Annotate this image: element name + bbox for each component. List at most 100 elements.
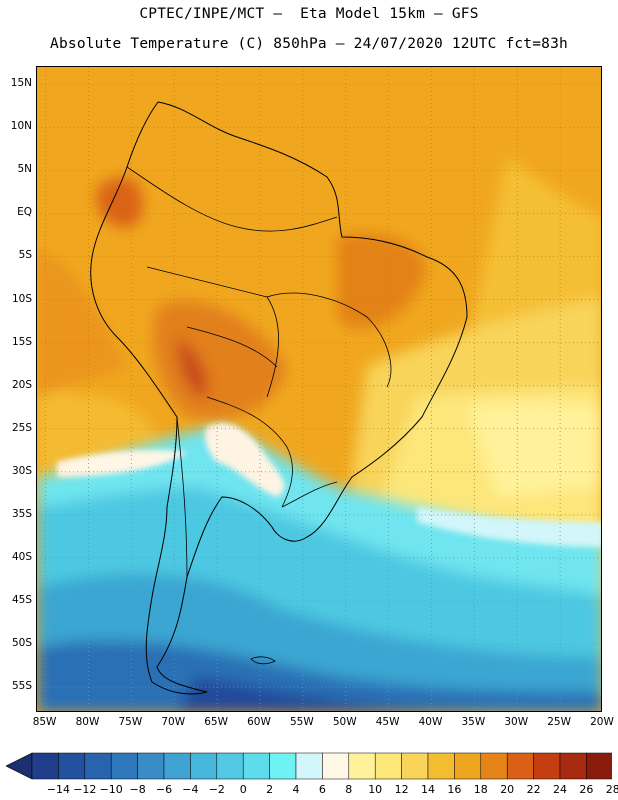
legend-swatch-12: [348, 752, 376, 780]
falkland-outline: [250, 656, 276, 665]
legend-swatch-8: [242, 752, 270, 780]
legend-swatch-3: [110, 752, 138, 780]
legend-label-1: −12: [73, 783, 97, 796]
lon-label-30W: 30W: [504, 716, 529, 728]
lon-label-75W: 75W: [118, 716, 143, 728]
temperature-field: [37, 67, 601, 711]
legend-label-17: 20: [500, 783, 515, 796]
lon-label-85W: 85W: [32, 716, 57, 728]
legend-swatch-13: [374, 752, 402, 780]
lon-label-55W: 55W: [289, 716, 314, 728]
legend-label-16: 18: [473, 783, 488, 796]
legend-swatch-7: [216, 752, 244, 780]
legend-label-13: 12: [394, 783, 409, 796]
falkland-islands: [250, 656, 276, 665]
legend-label-12: 10: [368, 783, 383, 796]
interior-band-20: [153, 300, 287, 420]
pacific-band-18: [37, 247, 127, 397]
legend-swatch-21: [586, 752, 612, 780]
legend-swatch-14: [401, 752, 429, 780]
lon-label-40W: 40W: [418, 716, 443, 728]
legend-label-5: −4: [182, 783, 199, 796]
lon-label-35W: 35W: [461, 716, 486, 728]
legend-label-19: 24: [553, 783, 567, 796]
legend-label-3: −8: [129, 783, 146, 796]
temperature-map: [36, 66, 602, 712]
legend-swatch-16: [454, 752, 482, 780]
border-paraguay-argentina: [206, 396, 293, 508]
legend-swatch-5: [163, 752, 191, 780]
legend-swatch-20: [559, 752, 587, 780]
lat-label-5S: 5S: [18, 249, 32, 262]
lat-label-15N: 15N: [10, 77, 32, 90]
legend-swatch-9: [269, 752, 297, 780]
legend-swatch-18: [506, 752, 534, 780]
legend-swatch-19: [533, 752, 561, 780]
atlantic-band-10: [467, 402, 601, 497]
legend-label-10: 6: [318, 783, 326, 796]
legend-label-9: 4: [292, 783, 300, 796]
lat-label-10S: 10S: [11, 292, 32, 305]
lat-label-5N: 5N: [17, 163, 32, 176]
legend-swatch-17: [480, 752, 508, 780]
lon-label-60W: 60W: [247, 716, 271, 728]
legend-label-21: 28: [605, 783, 618, 796]
legend-label-20: 26: [579, 783, 594, 796]
legend-label-7: 0: [239, 783, 247, 796]
color-legend: [6, 752, 612, 780]
pacific-frontal-zone: [57, 450, 187, 477]
legend-label-18: 22: [526, 783, 541, 796]
lon-label-80W: 80W: [75, 716, 100, 728]
lat-label-55S: 55S: [11, 680, 32, 693]
lat-label-EQ: EQ: [17, 206, 32, 219]
country-borders: [126, 166, 392, 578]
legend-label-15: 16: [447, 783, 462, 796]
legend-swatch-2: [84, 752, 112, 780]
legend-label-11: 8: [345, 783, 353, 796]
legend-arrow-low: [6, 752, 33, 780]
map-title-line1: CPTEC/INPE/MCT – Eta Model 15km – GFS: [139, 6, 479, 22]
legend-swatch-10: [295, 752, 323, 780]
legend-label-2: −10: [99, 783, 123, 796]
cold-band-minus8: [37, 640, 601, 711]
legend-swatch-15: [427, 752, 455, 780]
legend-swatch-4: [137, 752, 165, 780]
map-title-line2: Absolute Temperature (C) 850hPa – 24/07/…: [50, 36, 568, 52]
lat-label-20S: 20S: [11, 378, 32, 391]
coastline: [90, 101, 468, 695]
border-northern: [126, 166, 338, 232]
border-chile-argentina: [176, 416, 188, 578]
legend-swatch-6: [190, 752, 218, 780]
legend-label-4: −6: [155, 783, 173, 796]
lat-label-15S: 15S: [11, 335, 32, 348]
lon-label-45W: 45W: [375, 716, 400, 728]
legend-label-6: −2: [208, 783, 225, 796]
lon-label-20W: 20W: [590, 716, 614, 728]
frontal-zone: [205, 423, 285, 497]
legend-label-8: 2: [266, 783, 274, 796]
lat-label-40S: 40S: [11, 550, 32, 563]
lon-label-50W: 50W: [332, 716, 357, 728]
cold-band-minus12: [178, 677, 430, 711]
lat-label-10N: 10N: [10, 120, 32, 133]
border-uruguay: [281, 481, 338, 508]
lon-label-70W: 70W: [161, 716, 186, 728]
lon-label-25W: 25W: [547, 716, 571, 728]
chaco-band-24: [177, 337, 208, 397]
lat-label-30S: 30S: [11, 464, 32, 477]
south-america-outline: [90, 101, 468, 695]
legend-swatch-1: [58, 752, 86, 780]
border-brazil-states: [266, 292, 392, 388]
lat-label-35S: 35S: [11, 507, 32, 520]
atlantic-front: [417, 507, 601, 547]
lon-label-65W: 65W: [204, 716, 228, 728]
legend-label-0: −14: [46, 783, 70, 796]
nordeste-band-20: [337, 233, 427, 329]
legend-label-14: 14: [421, 783, 435, 796]
lat-label-45S: 45S: [11, 594, 32, 607]
legend-swatch-11: [322, 752, 350, 780]
legend-swatch-0: [31, 752, 59, 780]
border-bolivia: [186, 326, 278, 368]
lat-label-50S: 50S: [11, 637, 32, 650]
lat-label-25S: 25S: [11, 421, 32, 434]
